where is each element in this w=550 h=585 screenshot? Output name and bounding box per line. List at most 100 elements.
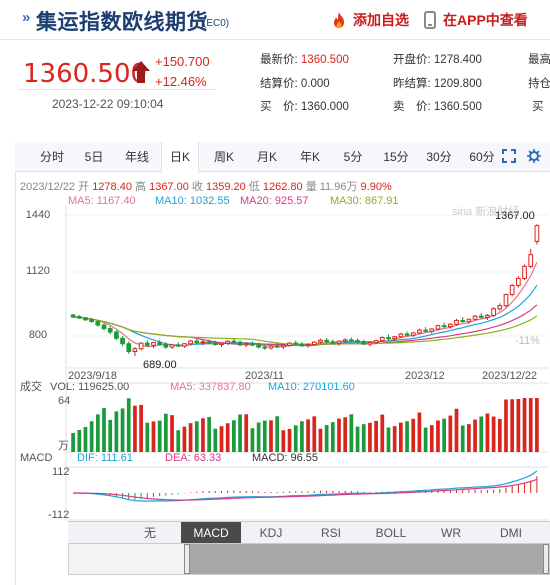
tab-period[interactable]: 5日 [84,150,104,164]
scroll-window[interactable] [187,544,549,574]
tab-indicator[interactable]: KDJ [259,526,283,540]
candle [250,343,255,346]
scroll-handle-left[interactable] [184,544,190,574]
volume-bar [95,414,100,452]
candle [466,318,472,323]
title-mark: » [22,9,31,26]
header: » 集运指数欧线期货 (EC0) 添加自选 在APP中查看 [0,0,550,40]
tab-period-active[interactable]: 日K [161,142,199,173]
quote-field: 昨结算: 1209.800 [393,78,482,90]
settings-icon[interactable] [527,149,541,163]
ma30-label: MA30: 867.91 [330,195,399,207]
tab-indicator[interactable]: RSI [320,526,341,540]
candle [435,325,441,330]
candle [262,346,268,349]
volume-bar [528,398,533,452]
candle [76,316,82,319]
tab-period[interactable]: 年K [299,150,320,164]
volume-bar [454,408,459,452]
candle [478,315,484,318]
low-annotation: 689.00 [143,359,177,371]
volume-bar [479,416,484,452]
candle [392,336,398,340]
candle [274,345,280,348]
add-favorite-button[interactable]: 添加自选 [330,10,409,30]
volume-bar [399,422,403,452]
range-scroller[interactable] [68,543,550,575]
candle [497,305,503,310]
volume-bar [120,408,125,452]
tab-period[interactable]: 分时 [39,150,64,164]
tab-period[interactable]: 15分 [383,150,409,164]
fullscreen-icon[interactable] [502,149,516,163]
volume-bar [318,428,323,452]
tab-indicator[interactable]: DMI [500,526,522,540]
candle [219,342,224,346]
volume-bar [83,427,88,452]
tab-period[interactable]: 月K [256,150,277,164]
candle [126,343,132,353]
macd-value: MACD: 96.55 [252,452,318,464]
indicator-tabs: 无 MACD KDJ RSI BOLL WR DMI [68,521,550,544]
candle [516,277,521,286]
add-favorite-label: 添加自选 [353,12,409,28]
candle [169,344,175,348]
tab-period[interactable]: 年线 [124,150,149,164]
tab-indicator[interactable]: 无 [143,526,156,540]
volume-bar [157,420,162,452]
app-view-button[interactable]: 在APP中查看 [424,10,528,30]
ma-line-ma20 [73,304,538,345]
candle [225,340,231,344]
quote-field: 开盘价: 1278.400 [393,54,482,66]
ma20-label: MA20: 925.57 [240,195,309,207]
date-tick: 2023/11 [245,370,284,382]
volume-bar [535,398,539,452]
candle [528,254,534,267]
volume-bar [133,405,137,452]
candle [410,332,416,336]
price-change-pct: +12.46% [155,74,207,89]
tab-period[interactable]: 周K [213,150,234,164]
pct-axis-label: -11% [515,335,540,347]
candle [95,321,101,326]
quote-field: 买 价: 1360.000 [260,101,349,113]
ohlc-readout: 2023/12/22 开 1278.40 高 1367.00 收 1359.20… [20,181,392,193]
volume-bar [275,416,280,452]
quote-field: 最高 [528,54,550,66]
ma10-label: MA10: 1032.55 [155,195,230,207]
volume-bar [164,413,168,452]
quote-field: 结算价: 0.000 [260,78,330,90]
candle [342,339,348,342]
candle [454,319,459,325]
quote-panel: 1360.500 +150.700 +12.46% 2023-12-22 09:… [0,41,550,121]
tab-indicator[interactable]: BOLL [375,526,407,540]
candle [287,342,292,346]
candle [330,341,336,344]
candle [311,341,317,346]
candle [138,342,144,350]
arrow-up-icon [132,61,150,83]
price-change: +150.700 [155,54,210,69]
volume-bar [281,430,286,452]
volume-bar [473,419,477,452]
divider [18,89,216,90]
candle [175,344,181,347]
volume-bar [262,420,267,452]
volume-bar [522,398,527,452]
scroll-handle-right[interactable] [543,544,549,574]
tab-indicator-active[interactable]: MACD [181,522,241,544]
date-tick: 2023/12/22 [482,370,537,382]
dea-line [73,478,538,501]
volume-bar [386,427,391,452]
volume-bar [442,418,446,452]
tab-period[interactable]: 5分 [343,150,363,164]
candle [429,328,435,332]
tab-indicator[interactable]: WR [441,526,461,540]
tab-period[interactable]: 30分 [426,150,452,164]
tab-period[interactable]: 60分 [469,150,495,164]
volume-bar [287,428,292,452]
volume-bar [244,414,249,452]
volume-bar [368,422,372,452]
volume-bar [114,411,119,452]
